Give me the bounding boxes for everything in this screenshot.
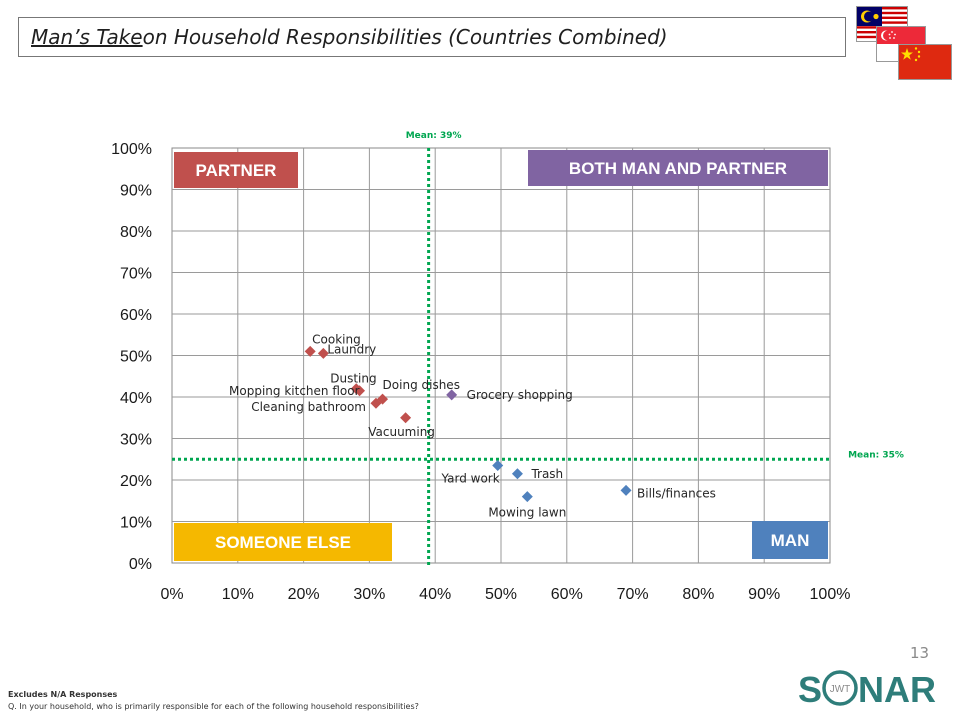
sonar-logo: S JWT NAR [798,669,936,710]
data-point [304,345,316,357]
data-label: Doing dishes [383,378,460,392]
logo-letters-nar: NAR [858,669,936,710]
x-tick-label: 0% [160,586,183,603]
footnote-exclusion: Excludes N/A Responses [8,690,118,699]
data-label: Trash [530,467,563,481]
data-point [446,389,458,401]
data-label: Yard work [440,471,499,485]
data-label: Laundry [327,342,376,356]
data-point [620,484,632,496]
logo-ring [822,670,858,706]
y-tick-label: 60% [120,307,152,324]
mean-y-label: Mean: 35% [848,450,904,460]
data-label: Mowing lawn [488,506,566,520]
slide-title-emphasis: Man’s Take [31,25,143,49]
data-label: Bills/finances [637,486,716,500]
quadrant-box-bottom-left [174,523,392,561]
y-tick-label: 80% [120,224,152,241]
x-tick-label: 100% [810,586,851,603]
china-flag [898,44,952,80]
data-point [400,412,412,424]
y-tick-label: 30% [120,432,152,449]
quadrant-label-bottom-left: SOMEONE ELSE [215,533,351,552]
x-tick-label: 20% [288,586,320,603]
quadrant-label-top-left: PARTNER [196,161,277,180]
quadrant-box-bottom-right [752,521,828,559]
data-point [370,397,382,409]
footnote-question: Q. In your household, who is primarily r… [8,702,419,711]
data-point [492,459,504,471]
quadrant-box-top-right [528,150,828,186]
data-point [521,491,533,503]
data-label: Cooking [312,332,361,346]
x-tick-label: 80% [682,586,714,603]
y-tick-label: 40% [120,390,152,407]
quadrant-box-top-left [174,152,298,188]
quadrant-label-bottom-right: MAN [771,531,810,550]
data-label: Grocery shopping [467,388,573,402]
x-tick-label: 70% [617,586,649,603]
data-label: Dusting [330,372,376,386]
x-tick-label: 50% [485,586,517,603]
data-label: Vacuuming [368,425,435,439]
y-tick-label: 50% [120,349,152,366]
logo-ring-text: JWT [830,684,851,695]
y-tick-label: 10% [120,515,152,532]
data-point [317,347,329,359]
data-label: Cleaning bathroom [251,400,366,414]
page-number: 13 [910,644,930,662]
x-tick-label: 60% [551,586,583,603]
y-tick-label: 20% [120,473,152,490]
y-tick-label: 100% [111,141,152,158]
data-label: Mopping kitchen floor [229,384,360,398]
x-tick-label: 90% [748,586,780,603]
slide-title: Man’s Take on Household Responsibilities… [18,17,846,57]
y-tick-label: 0% [129,556,152,573]
logo-letter-s: S [798,669,822,710]
data-point [354,385,366,397]
quadrant-label-top-right: BOTH MAN AND PARTNER [569,159,787,178]
slide-title-rest: on Household Responsibilities (Countries… [142,25,668,49]
mean-x-label: Mean: 39% [406,131,462,141]
x-tick-label: 40% [419,586,451,603]
x-tick-label: 30% [353,586,385,603]
data-point [511,468,523,480]
y-tick-label: 90% [120,183,152,200]
y-tick-label: 70% [120,266,152,283]
x-tick-label: 10% [222,586,254,603]
